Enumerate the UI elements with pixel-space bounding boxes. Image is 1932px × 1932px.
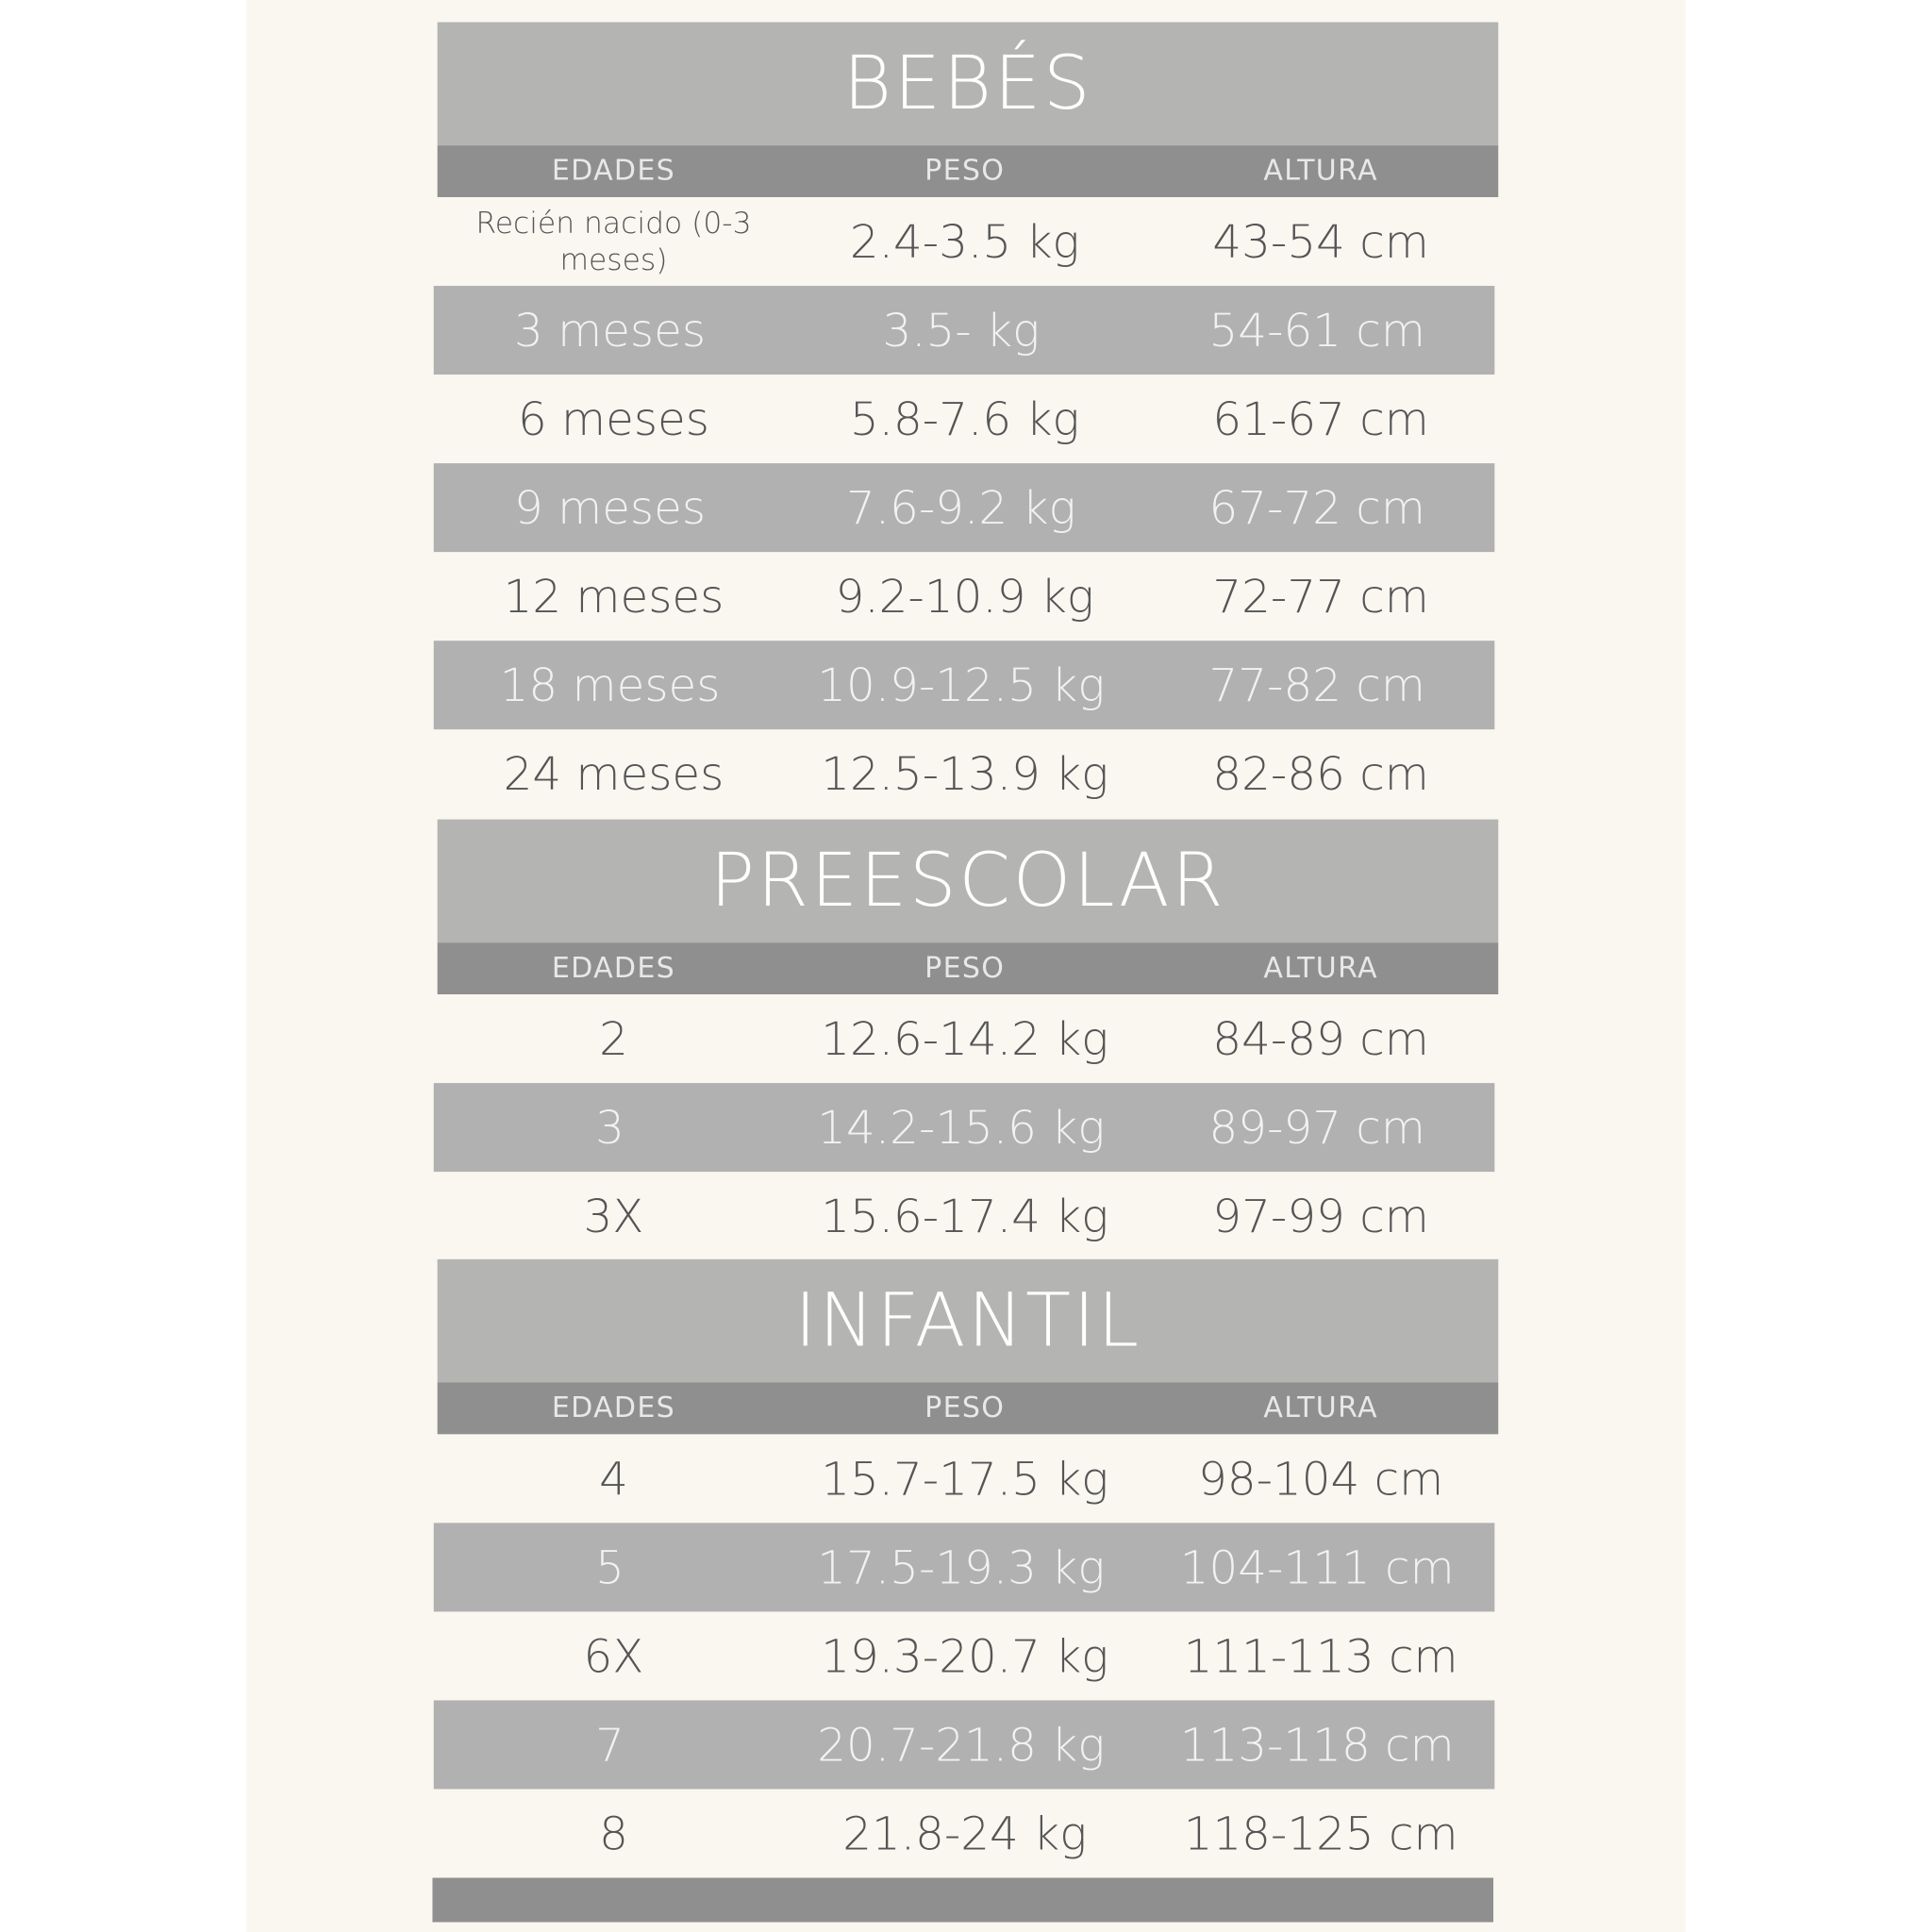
table-row: 3 14.2-15.6 kg 89-97 cm [433, 1083, 1495, 1173]
table-row: 6 meses 5.8-7.6 kg 61-67 cm [438, 375, 1499, 463]
table-row: Recién nacido (0-3 meses) 2.4-3.5 kg 43-54… [438, 197, 1499, 286]
table-row: 6X 19.3-20.7 kg 111-113 cm [438, 1611, 1499, 1700]
weight-cell: 12.6-14.2 kg [821, 1011, 1109, 1066]
column-header: ALTURA [1263, 155, 1378, 188]
age-cell: 24 meses [503, 747, 724, 801]
weight-cell: 20.7-21.8 kg [817, 1718, 1106, 1772]
column-header-row: EDADES PESO ALTURA [437, 1382, 1499, 1435]
height-cell: 89-97 cm [1208, 1101, 1425, 1155]
height-cell: 118-125 cm [1183, 1807, 1458, 1860]
height-cell: 43-54 cm [1212, 214, 1429, 269]
age-cell: 3 [595, 1101, 625, 1155]
section-title: INFANTIL [437, 1258, 1499, 1383]
height-cell: 82-86 cm [1212, 747, 1429, 801]
column-header: ALTURA [1263, 952, 1378, 985]
weight-cell: 12.5-13.9 kg [821, 747, 1109, 801]
height-cell: 72-77 cm [1212, 570, 1429, 624]
column-header: EDADES [551, 952, 676, 985]
table-row: 9 meses 7.6-9.2 kg 67-72 cm [433, 463, 1495, 553]
age-cell: 18 meses [499, 658, 721, 712]
table-row: 5 17.5-19.3 kg 104-111 cm [433, 1523, 1495, 1612]
column-header: PESO [924, 952, 1006, 985]
column-header-row: EDADES PESO ALTURA [437, 145, 1499, 197]
weight-cell: 15.7-17.5 kg [821, 1452, 1109, 1506]
height-cell: 98-104 cm [1198, 1452, 1444, 1506]
weight-cell: 17.5-19.3 kg [817, 1541, 1106, 1594]
column-header: PESO [924, 1391, 1006, 1424]
table-row: 12 meses 9.2-10.9 kg 72-77 cm [438, 552, 1499, 641]
table-row: 18 meses 10.9-12.5 kg 77-82 cm [433, 641, 1495, 730]
table-row: 4 15.7-17.5 kg 98-104 cm [438, 1434, 1499, 1523]
weight-cell: 3.5- kg [882, 303, 1041, 358]
column-header: PESO [924, 155, 1006, 188]
footer-bar [432, 1877, 1494, 1923]
age-cell: 3 meses [514, 303, 707, 358]
height-cell: 104-111 cm [1179, 1541, 1455, 1594]
age-cell: 4 [599, 1452, 628, 1506]
age-cell: 6X [583, 1629, 644, 1683]
column-header-row: EDADES PESO ALTURA [437, 942, 1499, 995]
column-header: EDADES [551, 155, 676, 188]
table-row: 2 12.6-14.2 kg 84-89 cm [438, 994, 1499, 1083]
weight-cell: 15.6-17.4 kg [821, 1190, 1109, 1243]
age-cell: 3X [583, 1190, 644, 1243]
age-cell: 8 [599, 1807, 628, 1860]
section-title: PREESCOLAR [437, 819, 1499, 943]
weight-cell: 10.9-12.5 kg [817, 658, 1106, 712]
weight-cell: 19.3-20.7 kg [821, 1629, 1109, 1683]
height-cell: 97-99 cm [1212, 1190, 1429, 1243]
section-title: BEBÉS [437, 22, 1499, 146]
height-cell: 113-118 cm [1179, 1718, 1455, 1772]
weight-cell: 5.8-7.6 kg [849, 391, 1080, 446]
height-cell: 77-82 cm [1208, 658, 1425, 712]
height-cell: 111-113 cm [1183, 1629, 1458, 1683]
table-row: 8 21.8-24 kg 118-125 cm [438, 1789, 1499, 1877]
height-cell: 84-89 cm [1212, 1011, 1429, 1066]
column-header: ALTURA [1263, 1391, 1378, 1424]
table-row: 24 meses 12.5-13.9 kg 82-86 cm [438, 729, 1499, 818]
weight-cell: 9.2-10.9 kg [835, 570, 1094, 624]
age-cell: 5 [595, 1541, 625, 1594]
age-cell: 12 meses [503, 570, 724, 624]
table-row: 3 meses 3.5- kg 54-61 cm [433, 286, 1495, 375]
weight-cell: 7.6-9.2 kg [846, 481, 1076, 535]
age-cell: 6 meses [517, 391, 709, 446]
weight-cell: 2.4-3.5 kg [849, 214, 1080, 269]
height-cell: 61-67 cm [1212, 391, 1429, 446]
weight-cell: 21.8-24 kg [842, 1807, 1088, 1860]
column-header: EDADES [551, 1391, 676, 1424]
age-cell: Recién nacido (0-3 meses) [475, 206, 752, 277]
height-cell: 54-61 cm [1208, 303, 1425, 358]
age-cell: 9 meses [514, 481, 707, 535]
age-cell: 7 [595, 1718, 625, 1772]
age-cell: 2 [599, 1011, 628, 1066]
height-cell: 67-72 cm [1208, 481, 1425, 535]
table-row: 7 20.7-21.8 kg 113-118 cm [433, 1700, 1495, 1790]
weight-cell: 14.2-15.6 kg [817, 1101, 1106, 1155]
table-row: 3X 15.6-17.4 kg 97-99 cm [438, 1172, 1499, 1260]
